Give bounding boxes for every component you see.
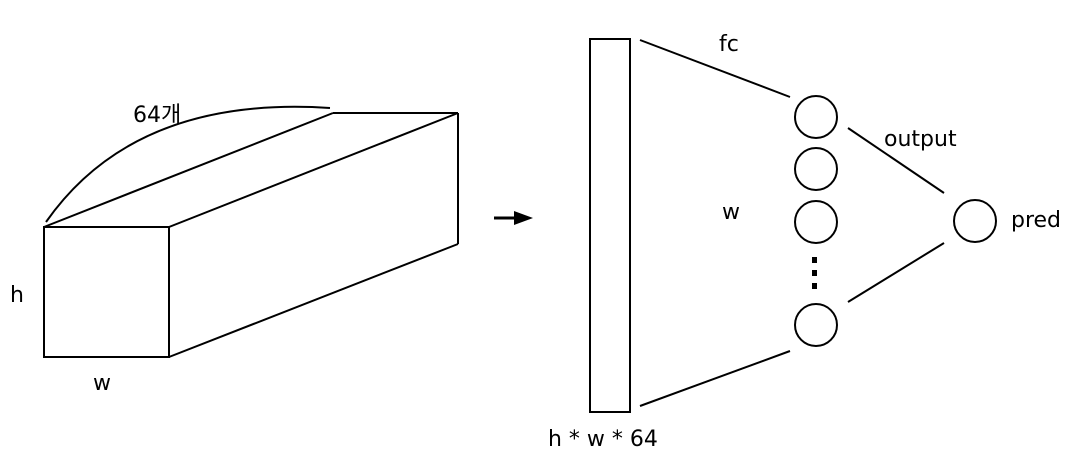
channels-label: 64개 bbox=[133, 103, 181, 128]
flatten-vector bbox=[589, 38, 631, 413]
flatten-size-label: h * w * 64 bbox=[548, 427, 658, 452]
fc-label: fc bbox=[719, 32, 739, 57]
transform-arrow bbox=[494, 211, 533, 225]
output-label: output bbox=[884, 127, 957, 152]
hidden-node bbox=[794, 147, 838, 191]
tensor-bottom-edge bbox=[168, 243, 459, 358]
fc-line-top bbox=[639, 39, 791, 98]
hidden-node bbox=[794, 303, 838, 347]
height-label: h bbox=[10, 283, 24, 308]
ellipsis-dot bbox=[812, 283, 817, 289]
tensor-top-back-edge bbox=[43, 112, 334, 228]
output-line-top bbox=[847, 127, 945, 194]
channels-brace-arc bbox=[45, 105, 331, 223]
ellipsis-dot bbox=[812, 270, 817, 276]
hidden-nodes bbox=[794, 95, 838, 347]
vertical-ellipsis bbox=[812, 257, 817, 289]
tensor-front-face bbox=[43, 226, 170, 358]
fc-line-bottom bbox=[639, 350, 791, 407]
pred-label: pred bbox=[1011, 208, 1061, 233]
width-label-tensor: w bbox=[93, 371, 111, 396]
pred-node bbox=[953, 199, 997, 243]
output-line-bottom bbox=[847, 242, 945, 303]
hidden-node bbox=[794, 200, 838, 244]
weights-label: w bbox=[722, 200, 740, 225]
hidden-node bbox=[794, 95, 838, 139]
arrow-head-icon bbox=[514, 211, 533, 225]
ellipsis-dot bbox=[812, 257, 817, 263]
feature-map-tensor bbox=[43, 112, 459, 358]
tensor-top-right-edge bbox=[168, 112, 459, 228]
